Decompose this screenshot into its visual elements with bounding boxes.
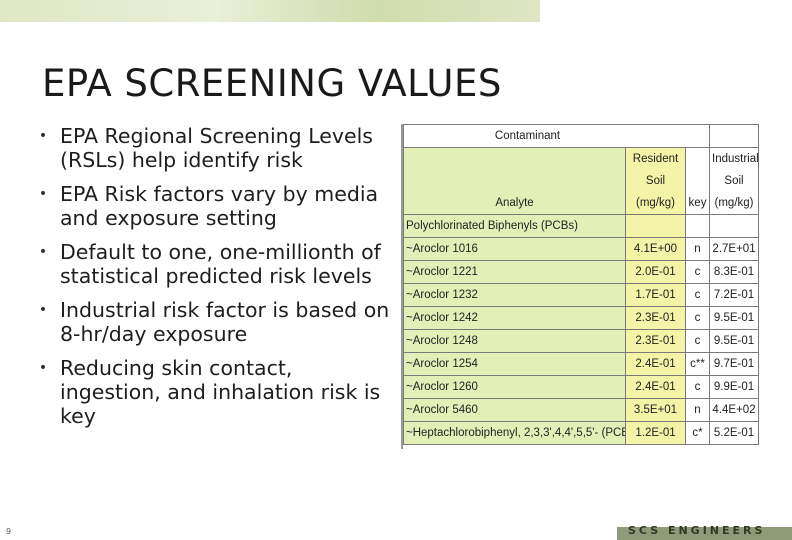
resident-value-cell: 2.0E-01	[625, 260, 686, 284]
bullet-dot-icon: •	[38, 186, 48, 202]
bullet-text: EPA Regional Screening Levels (RSLs) hel…	[60, 124, 373, 172]
industrial-value-cell: 9.5E-01	[709, 329, 760, 353]
table-header-row: Analyte Resident Soil (mg/kg) key Indust…	[403, 147, 760, 215]
screening-table: Contaminant Analyte Resident Soil (mg/kg…	[403, 124, 760, 445]
analyte-cell: ~Aroclor 1242	[403, 306, 626, 330]
bullet-item: • Industrial risk factor is based on 8-hr…	[30, 298, 390, 346]
resident-value-cell: 2.4E-01	[625, 352, 686, 376]
analyte-cell: ~Aroclor 5460	[403, 398, 626, 422]
top-decorative-band	[0, 0, 540, 22]
industrial-value-cell: 2.7E+01	[709, 237, 760, 261]
resident-value-cell: 2.3E-01	[625, 306, 686, 330]
key-cell: c	[684, 283, 711, 307]
bullet-dot-icon: •	[38, 128, 48, 144]
bullet-text: Industrial risk factor is based on 8-hr/…	[60, 298, 390, 346]
industrial-soil-header: Industrial Soil (mg/kg)	[709, 147, 760, 215]
resident-value-cell: 2.3E-01	[625, 329, 686, 353]
table-group-row: Polychlorinated Biphenyls (PCBs)	[403, 214, 760, 238]
table-row: ~Aroclor 1221 2.0E-01 c 8.3E-01	[403, 260, 760, 284]
key-cell: n	[684, 398, 711, 422]
key-cell: c**	[684, 352, 711, 376]
industrial-value-cell: 7.2E-01	[709, 283, 760, 307]
industrial-value-cell: 9.7E-01	[709, 352, 760, 376]
brand-bar	[617, 527, 792, 540]
bullet-dot-icon: •	[38, 302, 48, 318]
bullet-item: • EPA Regional Screening Levels (RSLs) he…	[30, 124, 390, 172]
resident-soil-header: Resident Soil (mg/kg)	[625, 147, 686, 215]
bullet-dot-icon: •	[38, 244, 48, 260]
analyte-cell: ~Aroclor 1016	[403, 237, 626, 261]
resident-value-cell: 2.4E-01	[625, 375, 686, 399]
page-number: 9	[6, 527, 12, 536]
bullet-text: EPA Risk factors vary by media and expos…	[60, 182, 379, 230]
bullet-item: • Default to one, one-millionth of statis…	[30, 240, 390, 288]
resident-value-cell: 1.7E-01	[625, 283, 686, 307]
key-cell: c*	[684, 421, 711, 445]
table-cell	[684, 214, 711, 238]
bullet-dot-icon: •	[38, 360, 48, 376]
key-cell: n	[684, 237, 711, 261]
contaminant-header: Contaminant	[403, 124, 711, 148]
bullet-list: • EPA Regional Screening Levels (RSLs) he…	[30, 124, 390, 438]
table-row: ~Aroclor 1016 4.1E+00 n 2.7E+01	[403, 237, 760, 261]
analyte-cell: ~Aroclor 1248	[403, 329, 626, 353]
bullet-item: • Reducing skin contact, ingestion, and i…	[30, 356, 390, 428]
analyte-cell: ~Aroclor 1254	[403, 352, 626, 376]
key-cell: c	[684, 329, 711, 353]
industrial-value-cell: 9.9E-01	[709, 375, 760, 399]
table-row: ~Aroclor 1242 2.3E-01 c 9.5E-01	[403, 306, 760, 330]
table-cell	[709, 214, 760, 238]
table-row: ~Heptachlorobiphenyl, 2,3,3',4,4',5,5'- …	[403, 421, 760, 445]
key-cell: c	[684, 306, 711, 330]
screening-table-image: Contaminant Analyte Resident Soil (mg/kg…	[401, 124, 760, 449]
table-row: ~Aroclor 1232 1.7E-01 c 7.2E-01	[403, 283, 760, 307]
analyte-cell: ~Aroclor 1232	[403, 283, 626, 307]
brand-logo: SCS ENGINEERS	[628, 524, 766, 537]
resident-value-cell: 1.2E-01	[625, 421, 686, 445]
analyte-cell: ~Heptachlorobiphenyl, 2,3,3',4,4',5,5'- …	[403, 421, 626, 445]
industrial-value-cell: 8.3E-01	[709, 260, 760, 284]
industrial-value-cell: 5.2E-01	[709, 421, 760, 445]
table-row: ~Aroclor 1260 2.4E-01 c 9.9E-01	[403, 375, 760, 399]
analyte-cell: ~Aroclor 1260	[403, 375, 626, 399]
key-header: key	[684, 147, 711, 215]
table-row: ~Aroclor 1254 2.4E-01 c** 9.7E-01	[403, 352, 760, 376]
table-row: ~Aroclor 1248 2.3E-01 c 9.5E-01	[403, 329, 760, 353]
key-cell: c	[684, 260, 711, 284]
bullet-text: Reducing skin contact, ingestion, and in…	[60, 356, 381, 428]
table-row: ~Aroclor 5460 3.5E+01 n 4.4E+02	[403, 398, 760, 422]
key-cell: c	[684, 375, 711, 399]
header-blank-cell	[709, 124, 760, 148]
industrial-value-cell: 9.5E-01	[709, 306, 760, 330]
resident-value-cell: 3.5E+01	[625, 398, 686, 422]
bullet-item: • EPA Risk factors vary by media and expo…	[30, 182, 390, 230]
table-cell	[625, 214, 686, 238]
resident-value-cell: 4.1E+00	[625, 237, 686, 261]
analyte-header: Analyte	[403, 147, 626, 215]
slide-title: EPA SCREENING VALUES	[42, 62, 502, 105]
bullet-text: Default to one, one-millionth of statist…	[60, 240, 381, 288]
group-label: Polychlorinated Biphenyls (PCBs)	[403, 214, 626, 238]
table-header-row: Contaminant	[403, 124, 760, 148]
analyte-cell: ~Aroclor 1221	[403, 260, 626, 284]
industrial-value-cell: 4.4E+02	[709, 398, 760, 422]
